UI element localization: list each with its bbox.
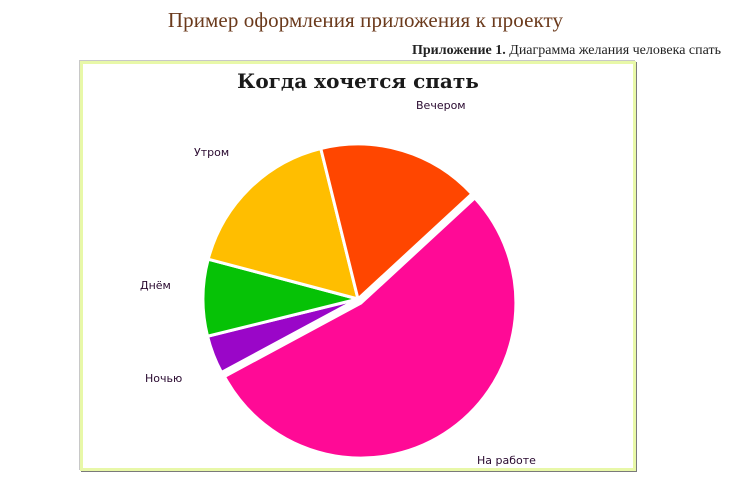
pie-slice-work — [222, 196, 518, 460]
chart-frame: Когда хочется спать На работе Ночью Днём… — [80, 61, 636, 471]
slice-label-work: На работе — [477, 454, 536, 467]
slice-label-morning: Утром — [194, 146, 230, 159]
pie-slice-evening — [319, 142, 474, 301]
chart-title: Когда хочется спать — [237, 69, 479, 93]
caption-label: Приложение 1. — [411, 43, 506, 58]
page-heading: Пример оформления приложения к проекту — [167, 8, 564, 32]
pie-chart — [201, 142, 518, 460]
slice-label-evening: Вечером — [416, 99, 466, 112]
slice-label-night: Ночью — [145, 372, 183, 385]
pie-slice-morning — [206, 147, 360, 301]
slice-label-day: Днём — [140, 279, 171, 292]
figure-caption: Приложение 1. Диаграмма желания человека… — [412, 43, 721, 59]
caption-text: Диаграмма желания человека спать — [505, 43, 721, 58]
